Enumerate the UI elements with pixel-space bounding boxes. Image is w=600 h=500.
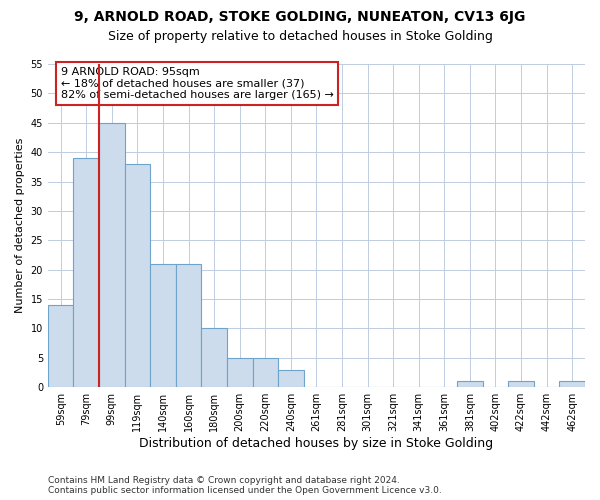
Bar <box>125 164 150 387</box>
Text: 9 ARNOLD ROAD: 95sqm
← 18% of detached houses are smaller (37)
82% of semi-detac: 9 ARNOLD ROAD: 95sqm ← 18% of detached h… <box>61 67 334 100</box>
Bar <box>48 305 73 387</box>
Bar <box>150 264 176 387</box>
Bar <box>278 370 304 387</box>
Text: Contains HM Land Registry data © Crown copyright and database right 2024.
Contai: Contains HM Land Registry data © Crown c… <box>48 476 442 495</box>
Bar <box>227 358 253 387</box>
Bar <box>99 123 125 387</box>
Bar <box>202 328 227 387</box>
X-axis label: Distribution of detached houses by size in Stoke Golding: Distribution of detached houses by size … <box>139 437 494 450</box>
Bar <box>508 382 534 387</box>
Text: Size of property relative to detached houses in Stoke Golding: Size of property relative to detached ho… <box>107 30 493 43</box>
Bar <box>253 358 278 387</box>
Text: 9, ARNOLD ROAD, STOKE GOLDING, NUNEATON, CV13 6JG: 9, ARNOLD ROAD, STOKE GOLDING, NUNEATON,… <box>74 10 526 24</box>
Bar <box>457 382 482 387</box>
Bar <box>176 264 202 387</box>
Bar <box>73 158 99 387</box>
Y-axis label: Number of detached properties: Number of detached properties <box>15 138 25 314</box>
Bar <box>559 382 585 387</box>
